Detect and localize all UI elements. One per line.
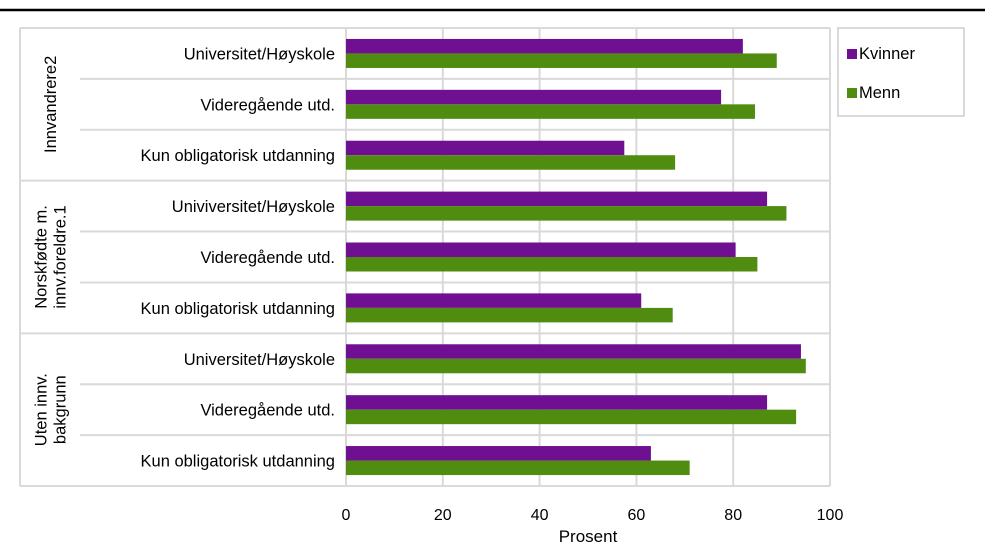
category-label: Kun obligatorisk utdanning bbox=[141, 453, 335, 471]
group-label: Uten innv.bakgrunn bbox=[33, 373, 70, 446]
category-label: Videregående utd. bbox=[200, 402, 335, 420]
x-tick-label: 20 bbox=[434, 507, 452, 524]
group-label: Norskfødte m.innv.foreldre.1 bbox=[33, 205, 70, 309]
bar-menn bbox=[346, 307, 673, 323]
bar-kvinner bbox=[346, 293, 642, 308]
x-tick-label: 0 bbox=[342, 507, 351, 524]
category-label: Univiversitet/Høyskole bbox=[172, 198, 335, 216]
category-label: Universitet/Høyskole bbox=[184, 45, 335, 63]
bar-kvinner bbox=[346, 446, 651, 461]
x-tick-label: 80 bbox=[724, 507, 742, 524]
legend: Kvinner Menn bbox=[837, 27, 965, 117]
category-label: Videregående utd. bbox=[200, 249, 335, 267]
group-labels: Innvandrere2 Norskfødte m.innv.foreldre.1… bbox=[33, 56, 70, 446]
bar-menn bbox=[346, 358, 806, 374]
legend-label-menn: Menn bbox=[859, 84, 900, 102]
bar-kvinner bbox=[346, 191, 768, 207]
legend-label-kvinner: Kvinner bbox=[859, 45, 915, 63]
bar-menn bbox=[346, 53, 777, 68]
category-label: Kun obligatorisk utdanning bbox=[141, 300, 335, 318]
group-label: Innvandrere2 bbox=[42, 56, 60, 153]
bar-kvinner bbox=[346, 242, 736, 257]
bar-kvinner bbox=[346, 344, 801, 359]
category-labels: Universitet/Høyskole Videregående utd. Kun… bbox=[141, 45, 335, 470]
bar-kvinner bbox=[346, 395, 768, 410]
bar-kvinner bbox=[346, 89, 722, 105]
legend-swatch-menn bbox=[847, 88, 857, 98]
x-tick-label: 60 bbox=[628, 507, 646, 524]
bar-kvinner bbox=[346, 38, 743, 54]
legend-box bbox=[837, 27, 965, 117]
x-tick-label: 40 bbox=[531, 507, 549, 524]
x-tick-label: 100 bbox=[817, 507, 844, 524]
bar-menn bbox=[346, 104, 755, 119]
x-axis-ticks: 0 20 40 60 80 100 bbox=[342, 507, 844, 524]
bar-menn bbox=[346, 460, 690, 476]
bars bbox=[346, 38, 806, 476]
plot-frame bbox=[19, 27, 831, 487]
x-axis-label: Prosent bbox=[559, 527, 618, 546]
bar-menn bbox=[346, 409, 797, 425]
bar-menn bbox=[346, 206, 787, 221]
category-label: Videregående utd. bbox=[200, 96, 335, 114]
category-label: Universitet/Høyskole bbox=[184, 351, 335, 369]
bar-menn bbox=[346, 155, 676, 170]
bar-menn bbox=[346, 257, 758, 272]
bar-kvinner bbox=[346, 140, 625, 156]
category-label: Kun obligatorisk utdanning bbox=[141, 147, 335, 165]
legend-swatch-kvinner bbox=[847, 49, 857, 59]
